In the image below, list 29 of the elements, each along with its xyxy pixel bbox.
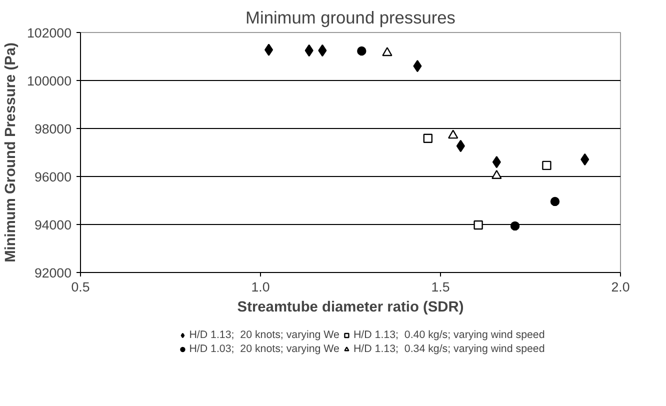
- chart-title: Minimum ground pressures: [246, 8, 456, 28]
- y-tick-label: 102000: [27, 26, 72, 40]
- point: [264, 44, 274, 56]
- point: [492, 170, 502, 179]
- point: [542, 160, 552, 170]
- point: [382, 47, 392, 56]
- y-tick-label: 98000: [34, 122, 72, 136]
- y-tick-label: 92000: [34, 266, 72, 280]
- x-tick-label: 1.5: [431, 280, 450, 294]
- legend-label: H/D 1.13; 0.40 kg/s; varying wind speed: [353, 329, 545, 341]
- x-tick-label: 1.0: [251, 280, 270, 294]
- point: [357, 46, 366, 56]
- y-axis-title: Minimum Ground Pressure (Pa): [3, 42, 20, 262]
- point: [492, 156, 501, 168]
- y-tick-label: 100000: [27, 74, 72, 88]
- y-tick-label: 96000: [34, 170, 72, 184]
- point: [474, 220, 483, 230]
- y-tick-label: 94000: [34, 218, 72, 232]
- point: [413, 60, 422, 72]
- point: [423, 134, 432, 143]
- legend-label: H/D 1.13; 0.34 kg/s; varying wind speed: [353, 343, 545, 355]
- point: [550, 196, 560, 206]
- legend-label: H/D 1.13; 20 knots; varying We: [189, 329, 340, 341]
- x-tick-label: 2.0: [611, 280, 630, 294]
- x-tick-label: 0.5: [71, 280, 90, 294]
- legend-label: H/D 1.03; 20 knots; varying We: [189, 343, 340, 355]
- point: [448, 130, 458, 139]
- point: [510, 221, 520, 231]
- x-axis-title: Streamtube diameter ratio (SDR): [237, 300, 464, 316]
